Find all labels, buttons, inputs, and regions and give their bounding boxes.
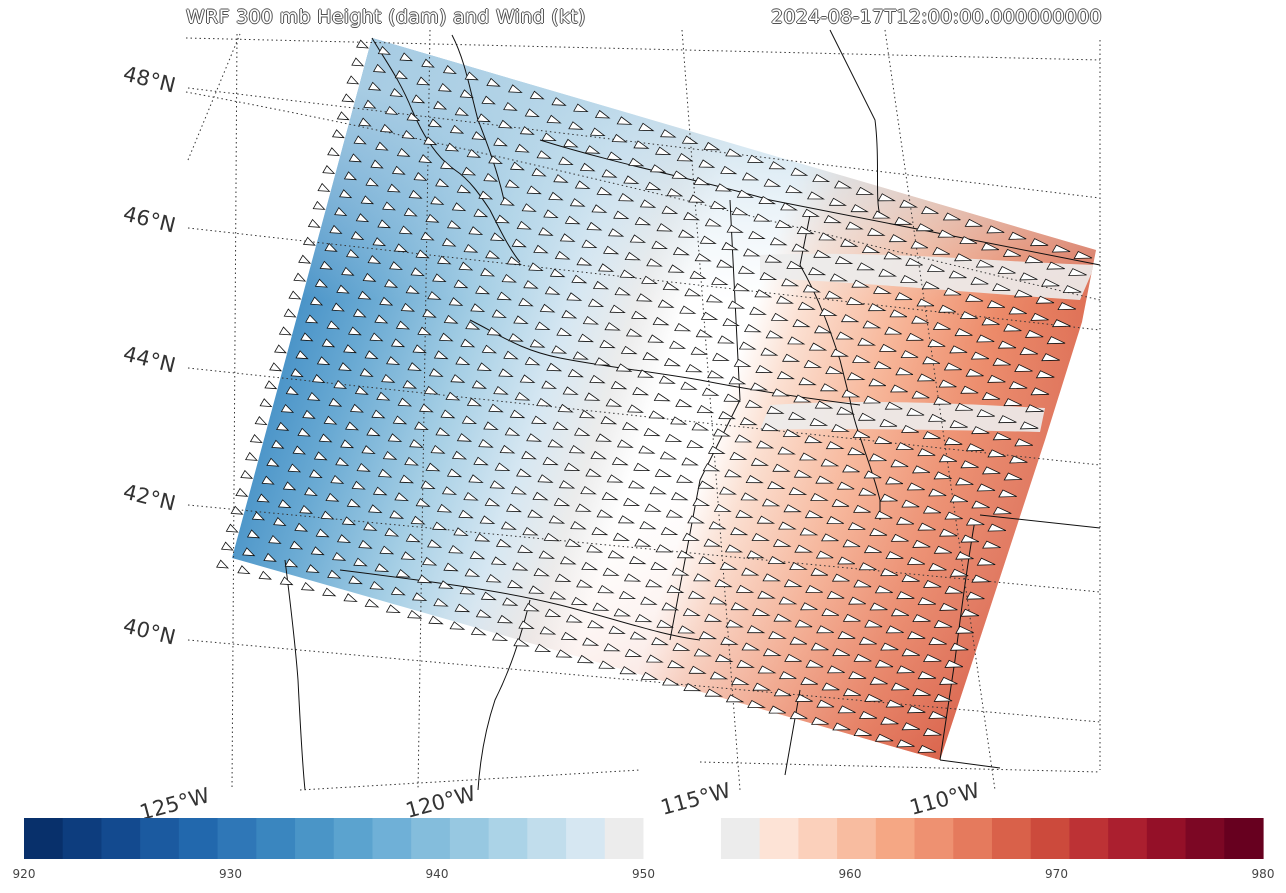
colorbar-tick: 970 bbox=[1045, 867, 1068, 881]
lon-label: 115°W bbox=[658, 778, 733, 820]
colorbar-segment bbox=[604, 818, 645, 859]
colorbar-segment bbox=[1030, 818, 1071, 859]
lat-label: 40°N bbox=[121, 614, 178, 650]
colorbar-segment bbox=[682, 818, 722, 859]
colorbar-segment bbox=[140, 818, 180, 859]
lat-label: 48°N bbox=[121, 62, 178, 98]
colorbar-segment bbox=[1224, 818, 1264, 859]
colorbar-segment bbox=[372, 818, 412, 859]
valid-time: 2024-08-17T12:00:00.000000000 bbox=[771, 6, 1102, 28]
colorbar-segment bbox=[837, 818, 877, 859]
colorbar-segment bbox=[488, 818, 528, 859]
colorbar-segment bbox=[1185, 818, 1225, 859]
colorbar-segment bbox=[24, 818, 64, 859]
colorbar-segment bbox=[1108, 818, 1148, 859]
colorbar-segment bbox=[449, 818, 490, 859]
colorbar-segment bbox=[1146, 818, 1187, 859]
colorbar-segment bbox=[411, 818, 451, 859]
lat-label: 44°N bbox=[121, 342, 178, 378]
colorbar-segment bbox=[256, 818, 296, 859]
colorbar bbox=[24, 818, 1264, 859]
lat-label: 42°N bbox=[121, 480, 178, 516]
colorbar-segment bbox=[101, 818, 141, 859]
colorbar-segment bbox=[953, 818, 993, 859]
colorbar-tick: 980 bbox=[1251, 867, 1275, 881]
colorbar-tick: 960 bbox=[838, 867, 862, 881]
lat-label: 46°N bbox=[121, 202, 178, 238]
colorbar-segment bbox=[62, 818, 103, 859]
colorbar-segment bbox=[798, 818, 838, 859]
colorbar-segment bbox=[720, 818, 761, 859]
colorbar-segment bbox=[643, 818, 683, 859]
colorbar-tick: 950 bbox=[632, 867, 655, 881]
colorbar-segment bbox=[566, 818, 606, 859]
colorbar-segment bbox=[759, 818, 799, 859]
colorbar-segment bbox=[178, 818, 219, 859]
colorbar-segment bbox=[217, 818, 257, 859]
latitude-labels: 48°N 46°N 44°N 42°N 40°N bbox=[121, 62, 178, 650]
lon-label: 120°W bbox=[403, 781, 478, 823]
map-title: WRF 300 mb Height (dam) and Wind (kt) bbox=[186, 6, 586, 28]
lon-label: 110°W bbox=[907, 778, 982, 820]
colorbar-tick: 940 bbox=[425, 867, 449, 881]
colorbar-tick: 920 bbox=[12, 867, 36, 881]
colorbar-segment bbox=[914, 818, 954, 859]
colorbar-segment bbox=[527, 818, 567, 859]
colorbar-segment bbox=[875, 818, 916, 859]
colorbar-tick: 930 bbox=[219, 867, 242, 881]
longitude-labels: 125°W 120°W 115°W 110°W bbox=[137, 778, 982, 825]
colorbar-segment bbox=[1069, 818, 1109, 859]
colorbar-segment bbox=[295, 818, 335, 859]
colorbar-segment bbox=[333, 818, 374, 859]
colorbar-segment bbox=[991, 818, 1032, 859]
graticule bbox=[185, 29, 1101, 791]
wind-barbs bbox=[216, 39, 1093, 753]
